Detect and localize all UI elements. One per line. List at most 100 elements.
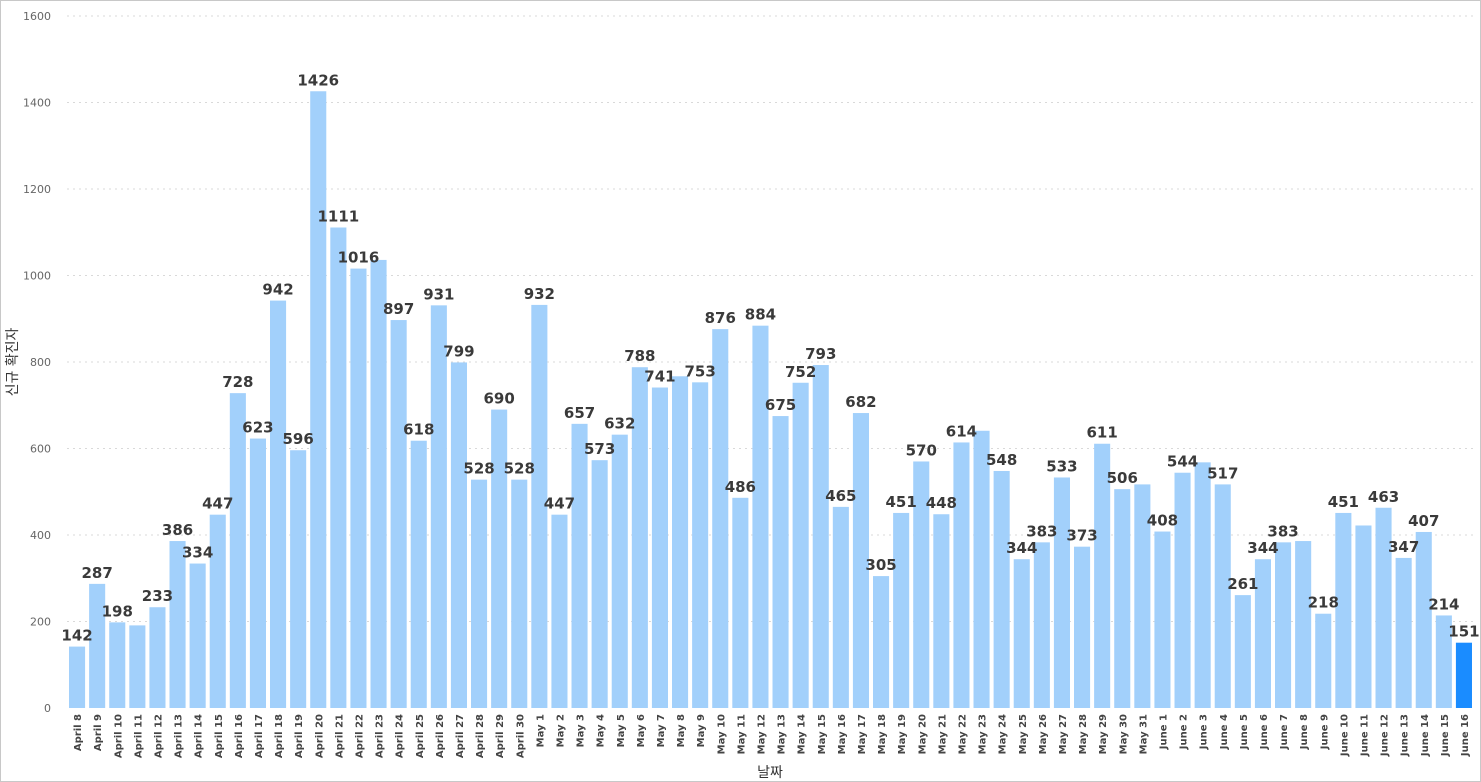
bar[interactable] <box>471 479 488 708</box>
x-tick-label: May 15 <box>817 714 828 754</box>
bar[interactable] <box>511 479 528 708</box>
x-tick-label: April 30 <box>515 714 526 758</box>
bar[interactable] <box>631 367 648 708</box>
bar[interactable] <box>852 413 869 708</box>
data-label: 386 <box>162 521 193 539</box>
bar[interactable] <box>1335 512 1352 708</box>
bar[interactable] <box>430 305 447 708</box>
bar[interactable] <box>1234 595 1251 708</box>
data-label: 528 <box>504 460 535 478</box>
bar[interactable] <box>732 497 749 708</box>
bar[interactable] <box>290 450 307 708</box>
bar[interactable] <box>1275 542 1292 708</box>
bar[interactable] <box>1154 531 1171 708</box>
bar[interactable] <box>229 393 246 708</box>
bar[interactable] <box>209 514 226 708</box>
bar[interactable] <box>390 320 407 708</box>
bar[interactable] <box>973 430 990 708</box>
x-tick-label: April 20 <box>314 714 325 758</box>
y-tick-label: 400 <box>30 529 51 542</box>
bar[interactable] <box>1033 542 1050 708</box>
bar[interactable] <box>1194 462 1211 708</box>
bar[interactable] <box>109 622 126 708</box>
bar[interactable] <box>330 227 347 708</box>
bar[interactable] <box>1455 642 1472 708</box>
bar[interactable] <box>712 329 729 708</box>
bar[interactable] <box>1214 484 1231 708</box>
x-tick-label: June 16 <box>1460 714 1471 757</box>
bar[interactable] <box>933 514 950 708</box>
x-tick-label: April 26 <box>435 714 446 758</box>
bar[interactable] <box>1174 472 1191 708</box>
bar[interactable] <box>551 514 568 708</box>
bar[interactable] <box>1355 525 1372 708</box>
bar[interactable] <box>350 268 367 708</box>
bar[interactable] <box>1375 507 1392 708</box>
bar[interactable] <box>913 461 930 708</box>
y-tick-label: 800 <box>30 356 51 369</box>
bar[interactable] <box>792 382 809 708</box>
bar[interactable] <box>953 442 970 708</box>
bar[interactable] <box>1114 489 1131 708</box>
bar[interactable] <box>772 416 789 708</box>
bar[interactable] <box>149 607 166 708</box>
bar[interactable] <box>491 409 508 708</box>
data-label: 884 <box>745 306 776 324</box>
x-tick-label: June 12 <box>1380 714 1391 757</box>
bar[interactable] <box>873 576 890 708</box>
bar[interactable] <box>832 506 849 708</box>
bar[interactable] <box>69 646 86 708</box>
bar[interactable] <box>1395 557 1412 708</box>
bar[interactable] <box>410 440 427 708</box>
x-tick-label: June 3 <box>1199 714 1210 750</box>
data-label: 623 <box>242 419 273 437</box>
bar[interactable] <box>450 362 467 708</box>
data-label: 876 <box>705 309 736 327</box>
bar[interactable] <box>672 376 689 708</box>
x-tick-label: May 23 <box>978 714 989 754</box>
bar[interactable] <box>571 423 588 708</box>
x-tick-label: April 19 <box>294 714 305 758</box>
bar[interactable] <box>1415 531 1432 708</box>
bar[interactable] <box>692 382 709 708</box>
bar[interactable] <box>129 625 146 708</box>
x-tick-label: April 9 <box>93 714 104 751</box>
bar[interactable] <box>812 365 829 708</box>
data-label: 753 <box>684 362 715 380</box>
bar[interactable] <box>1053 477 1070 708</box>
data-label: 447 <box>202 495 233 513</box>
bar[interactable] <box>893 512 910 708</box>
bar[interactable] <box>89 583 106 708</box>
bar[interactable] <box>169 541 186 708</box>
bar[interactable] <box>1013 559 1030 708</box>
bar[interactable] <box>1254 559 1271 708</box>
bar[interactable] <box>651 387 668 708</box>
bar[interactable] <box>1134 484 1151 708</box>
bar[interactable] <box>370 259 387 708</box>
data-label: 373 <box>1066 527 1097 545</box>
bar[interactable] <box>993 470 1010 708</box>
data-label: 344 <box>1247 539 1278 557</box>
bar[interactable] <box>189 563 206 708</box>
bar[interactable] <box>611 434 628 708</box>
bar[interactable] <box>1074 546 1091 708</box>
bar[interactable] <box>310 91 327 708</box>
data-label: 451 <box>885 493 916 511</box>
x-tick-label: June 7 <box>1279 714 1290 750</box>
bar[interactable] <box>591 460 608 708</box>
x-tick-label: May 13 <box>777 714 788 754</box>
bar[interactable] <box>1435 615 1452 708</box>
bar[interactable] <box>752 325 769 708</box>
y-tick-label: 200 <box>30 616 51 629</box>
y-axis-ticks: 0 200 400 600 800 1000 1200 1400 1600 <box>23 10 51 715</box>
data-label: 486 <box>725 478 756 496</box>
x-tick-label: June 5 <box>1239 714 1250 750</box>
bar[interactable] <box>1315 613 1332 708</box>
bar[interactable] <box>270 300 287 708</box>
x-tick-label: May 16 <box>837 714 848 754</box>
bar[interactable] <box>1094 443 1111 708</box>
bar[interactable] <box>531 304 548 708</box>
bar[interactable] <box>1295 541 1312 708</box>
bar[interactable] <box>249 438 266 708</box>
